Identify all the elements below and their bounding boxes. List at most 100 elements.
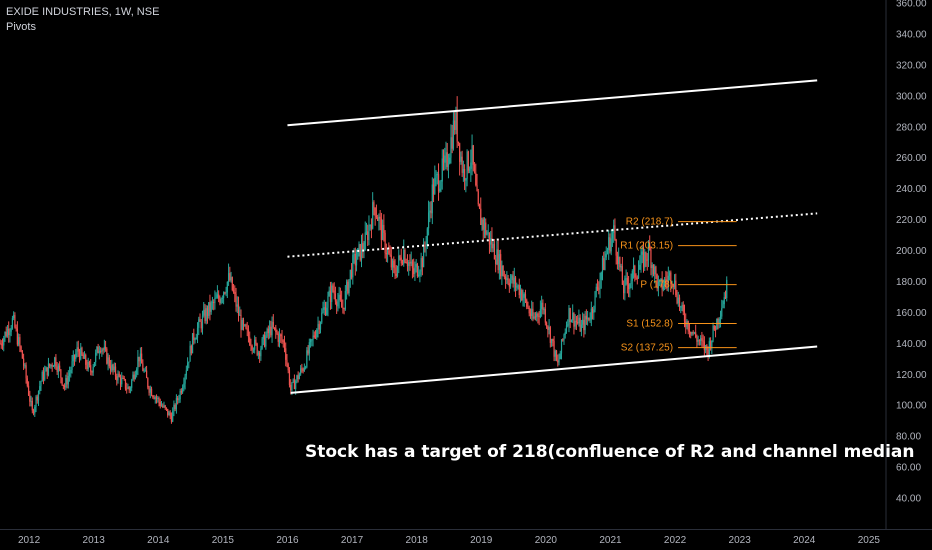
candle-body	[152, 395, 154, 397]
candle-body	[188, 361, 190, 364]
candle-body	[721, 308, 723, 317]
candle-body	[196, 327, 199, 338]
candle-body	[702, 340, 704, 342]
candle-body	[322, 309, 324, 313]
candle-body	[113, 366, 115, 371]
candle-body	[321, 312, 323, 323]
price-tick-label: 160.00	[896, 308, 927, 319]
candle-body	[471, 145, 473, 163]
candle-body	[389, 253, 391, 256]
candle-body	[313, 335, 315, 337]
candle-body	[718, 319, 720, 324]
candle-body	[495, 259, 497, 265]
candle-body	[138, 356, 140, 362]
candle-body	[651, 265, 653, 269]
candle-body	[681, 304, 683, 307]
time-axis[interactable]: 2012 2013 2014 2015 2016 2017 2018 2019 2020 2021…	[0, 529, 932, 547]
candle-body	[302, 369, 304, 372]
candle-body	[711, 340, 713, 349]
symbol-title[interactable]: EXIDE INDUSTRIES, 1W, NSE	[6, 6, 160, 18]
candle-body	[90, 365, 92, 372]
price-axis[interactable]: 40.00 60.00 80.00 100.00 120.00 140.00 160.00 1…	[885, 0, 927, 529]
candle-body	[606, 250, 609, 254]
candle-body	[66, 378, 68, 385]
candle-body	[573, 312, 575, 327]
candle-body	[384, 232, 386, 254]
candle-body	[518, 285, 520, 296]
candle-body	[27, 385, 30, 396]
price-tick-label: 40.00	[896, 494, 921, 505]
candle-body	[649, 244, 651, 250]
candle-body	[216, 294, 218, 298]
candle-body	[691, 331, 693, 335]
candle-body	[415, 263, 417, 268]
candle-body	[118, 373, 120, 377]
candle-body	[14, 315, 16, 328]
candle-body	[652, 265, 655, 275]
candle-body	[408, 262, 410, 267]
candle-body	[477, 191, 479, 205]
candle-body	[275, 327, 277, 332]
candle-body	[390, 255, 392, 268]
candle-body	[621, 266, 623, 285]
candle-body	[546, 322, 548, 327]
candle-body	[93, 362, 96, 367]
candle-body	[517, 285, 519, 287]
candle-body	[548, 327, 550, 330]
candle-body	[345, 281, 348, 291]
candle-body	[618, 256, 620, 265]
candle-body	[185, 370, 187, 376]
candle-body	[665, 279, 667, 281]
candle-body	[261, 338, 263, 349]
candle-body	[232, 290, 235, 293]
candle-body	[126, 388, 128, 390]
candle-body	[630, 280, 632, 285]
candle-body	[60, 369, 62, 378]
candle-body	[680, 306, 682, 308]
candle-body	[324, 307, 327, 315]
candle-body	[124, 379, 127, 389]
candle-body	[100, 351, 102, 353]
candle-body	[421, 258, 423, 268]
candle-body	[451, 137, 453, 149]
candle-body	[159, 402, 161, 407]
candle-body	[214, 298, 216, 303]
candle-body	[380, 218, 382, 240]
candle-body	[445, 152, 447, 156]
candle-body	[685, 321, 687, 327]
candle-body	[557, 360, 559, 363]
candle-body	[668, 272, 671, 276]
candle-body	[271, 321, 273, 336]
candle-body	[620, 266, 622, 268]
candle-body	[567, 324, 569, 326]
candle-body	[373, 202, 375, 208]
candle-body	[442, 158, 445, 163]
candle-body	[347, 281, 349, 294]
candle-body	[175, 398, 178, 410]
candle-body	[195, 337, 197, 340]
candle-body	[348, 279, 350, 294]
candle-body	[452, 120, 455, 149]
candle-body	[148, 387, 150, 393]
candle-body	[329, 290, 332, 302]
candle-body	[133, 374, 135, 379]
candle-body	[3, 338, 5, 346]
candle-body	[436, 174, 438, 176]
candle-body	[145, 370, 148, 379]
candle-body	[34, 406, 36, 414]
candle-body	[604, 257, 606, 270]
candle-body	[39, 386, 41, 391]
candle-body	[55, 357, 57, 368]
candle-body	[32, 410, 35, 414]
candle-body	[627, 284, 630, 290]
candle-body	[444, 155, 446, 163]
candle-body	[255, 339, 257, 344]
candle-body	[531, 308, 533, 317]
candle-body	[114, 366, 117, 377]
candle-body	[314, 336, 317, 338]
candle-body	[95, 352, 97, 363]
candle-body	[362, 243, 364, 251]
price-tick-label: 240.00	[896, 184, 927, 195]
indicator-label[interactable]: Pivots	[6, 21, 36, 33]
